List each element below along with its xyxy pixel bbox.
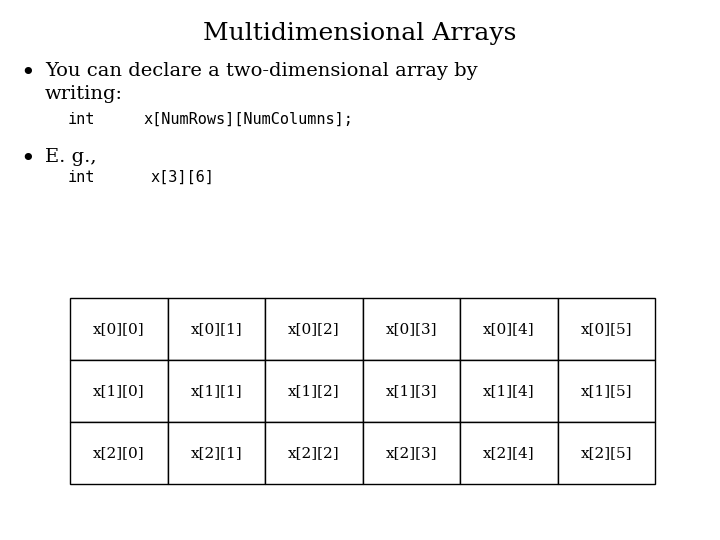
Bar — [362, 422, 460, 484]
Text: x[NumRows][NumColumns];: x[NumRows][NumColumns]; — [143, 112, 353, 127]
Bar — [557, 298, 655, 360]
Bar — [70, 298, 168, 360]
Bar — [70, 422, 168, 484]
Bar — [460, 360, 557, 422]
Bar — [265, 422, 362, 484]
Bar — [168, 298, 265, 360]
Text: x[0][3]: x[0][3] — [385, 322, 437, 336]
Text: E. g.,: E. g., — [45, 148, 96, 166]
Bar — [265, 360, 362, 422]
Bar — [168, 360, 265, 422]
Bar — [362, 298, 460, 360]
Bar — [265, 298, 362, 360]
Text: x[0][1]: x[0][1] — [190, 322, 242, 336]
Text: You can declare a two-dimensional array by: You can declare a two-dimensional array … — [45, 62, 477, 80]
Text: x[0][0]: x[0][0] — [93, 322, 145, 336]
Bar — [460, 298, 557, 360]
Text: x[1][2]: x[1][2] — [288, 384, 340, 398]
Text: x[2][4]: x[2][4] — [483, 446, 534, 460]
Text: x[0][5]: x[0][5] — [580, 322, 632, 336]
Bar — [557, 422, 655, 484]
Text: x[1][4]: x[1][4] — [483, 384, 534, 398]
Bar — [460, 422, 557, 484]
Text: x[1][0]: x[1][0] — [93, 384, 145, 398]
Bar — [70, 360, 168, 422]
Text: int: int — [68, 170, 95, 185]
Text: int: int — [68, 112, 95, 127]
Text: x[2][0]: x[2][0] — [93, 446, 145, 460]
Text: x[2][2]: x[2][2] — [288, 446, 340, 460]
Text: x[2][1]: x[2][1] — [190, 446, 242, 460]
Text: x[3][6]: x[3][6] — [150, 170, 214, 185]
Bar — [362, 360, 460, 422]
Text: writing:: writing: — [45, 85, 123, 103]
Text: •: • — [20, 62, 35, 85]
Bar — [557, 360, 655, 422]
Text: x[1][3]: x[1][3] — [385, 384, 437, 398]
Text: x[1][1]: x[1][1] — [190, 384, 242, 398]
Text: x[2][5]: x[2][5] — [580, 446, 632, 460]
Text: x[0][2]: x[0][2] — [288, 322, 340, 336]
Text: x[2][3]: x[2][3] — [385, 446, 437, 460]
Bar — [168, 422, 265, 484]
Text: •: • — [20, 148, 35, 171]
Text: Multidimensional Arrays: Multidimensional Arrays — [203, 22, 517, 45]
Text: x[0][4]: x[0][4] — [483, 322, 534, 336]
Text: x[1][5]: x[1][5] — [580, 384, 632, 398]
